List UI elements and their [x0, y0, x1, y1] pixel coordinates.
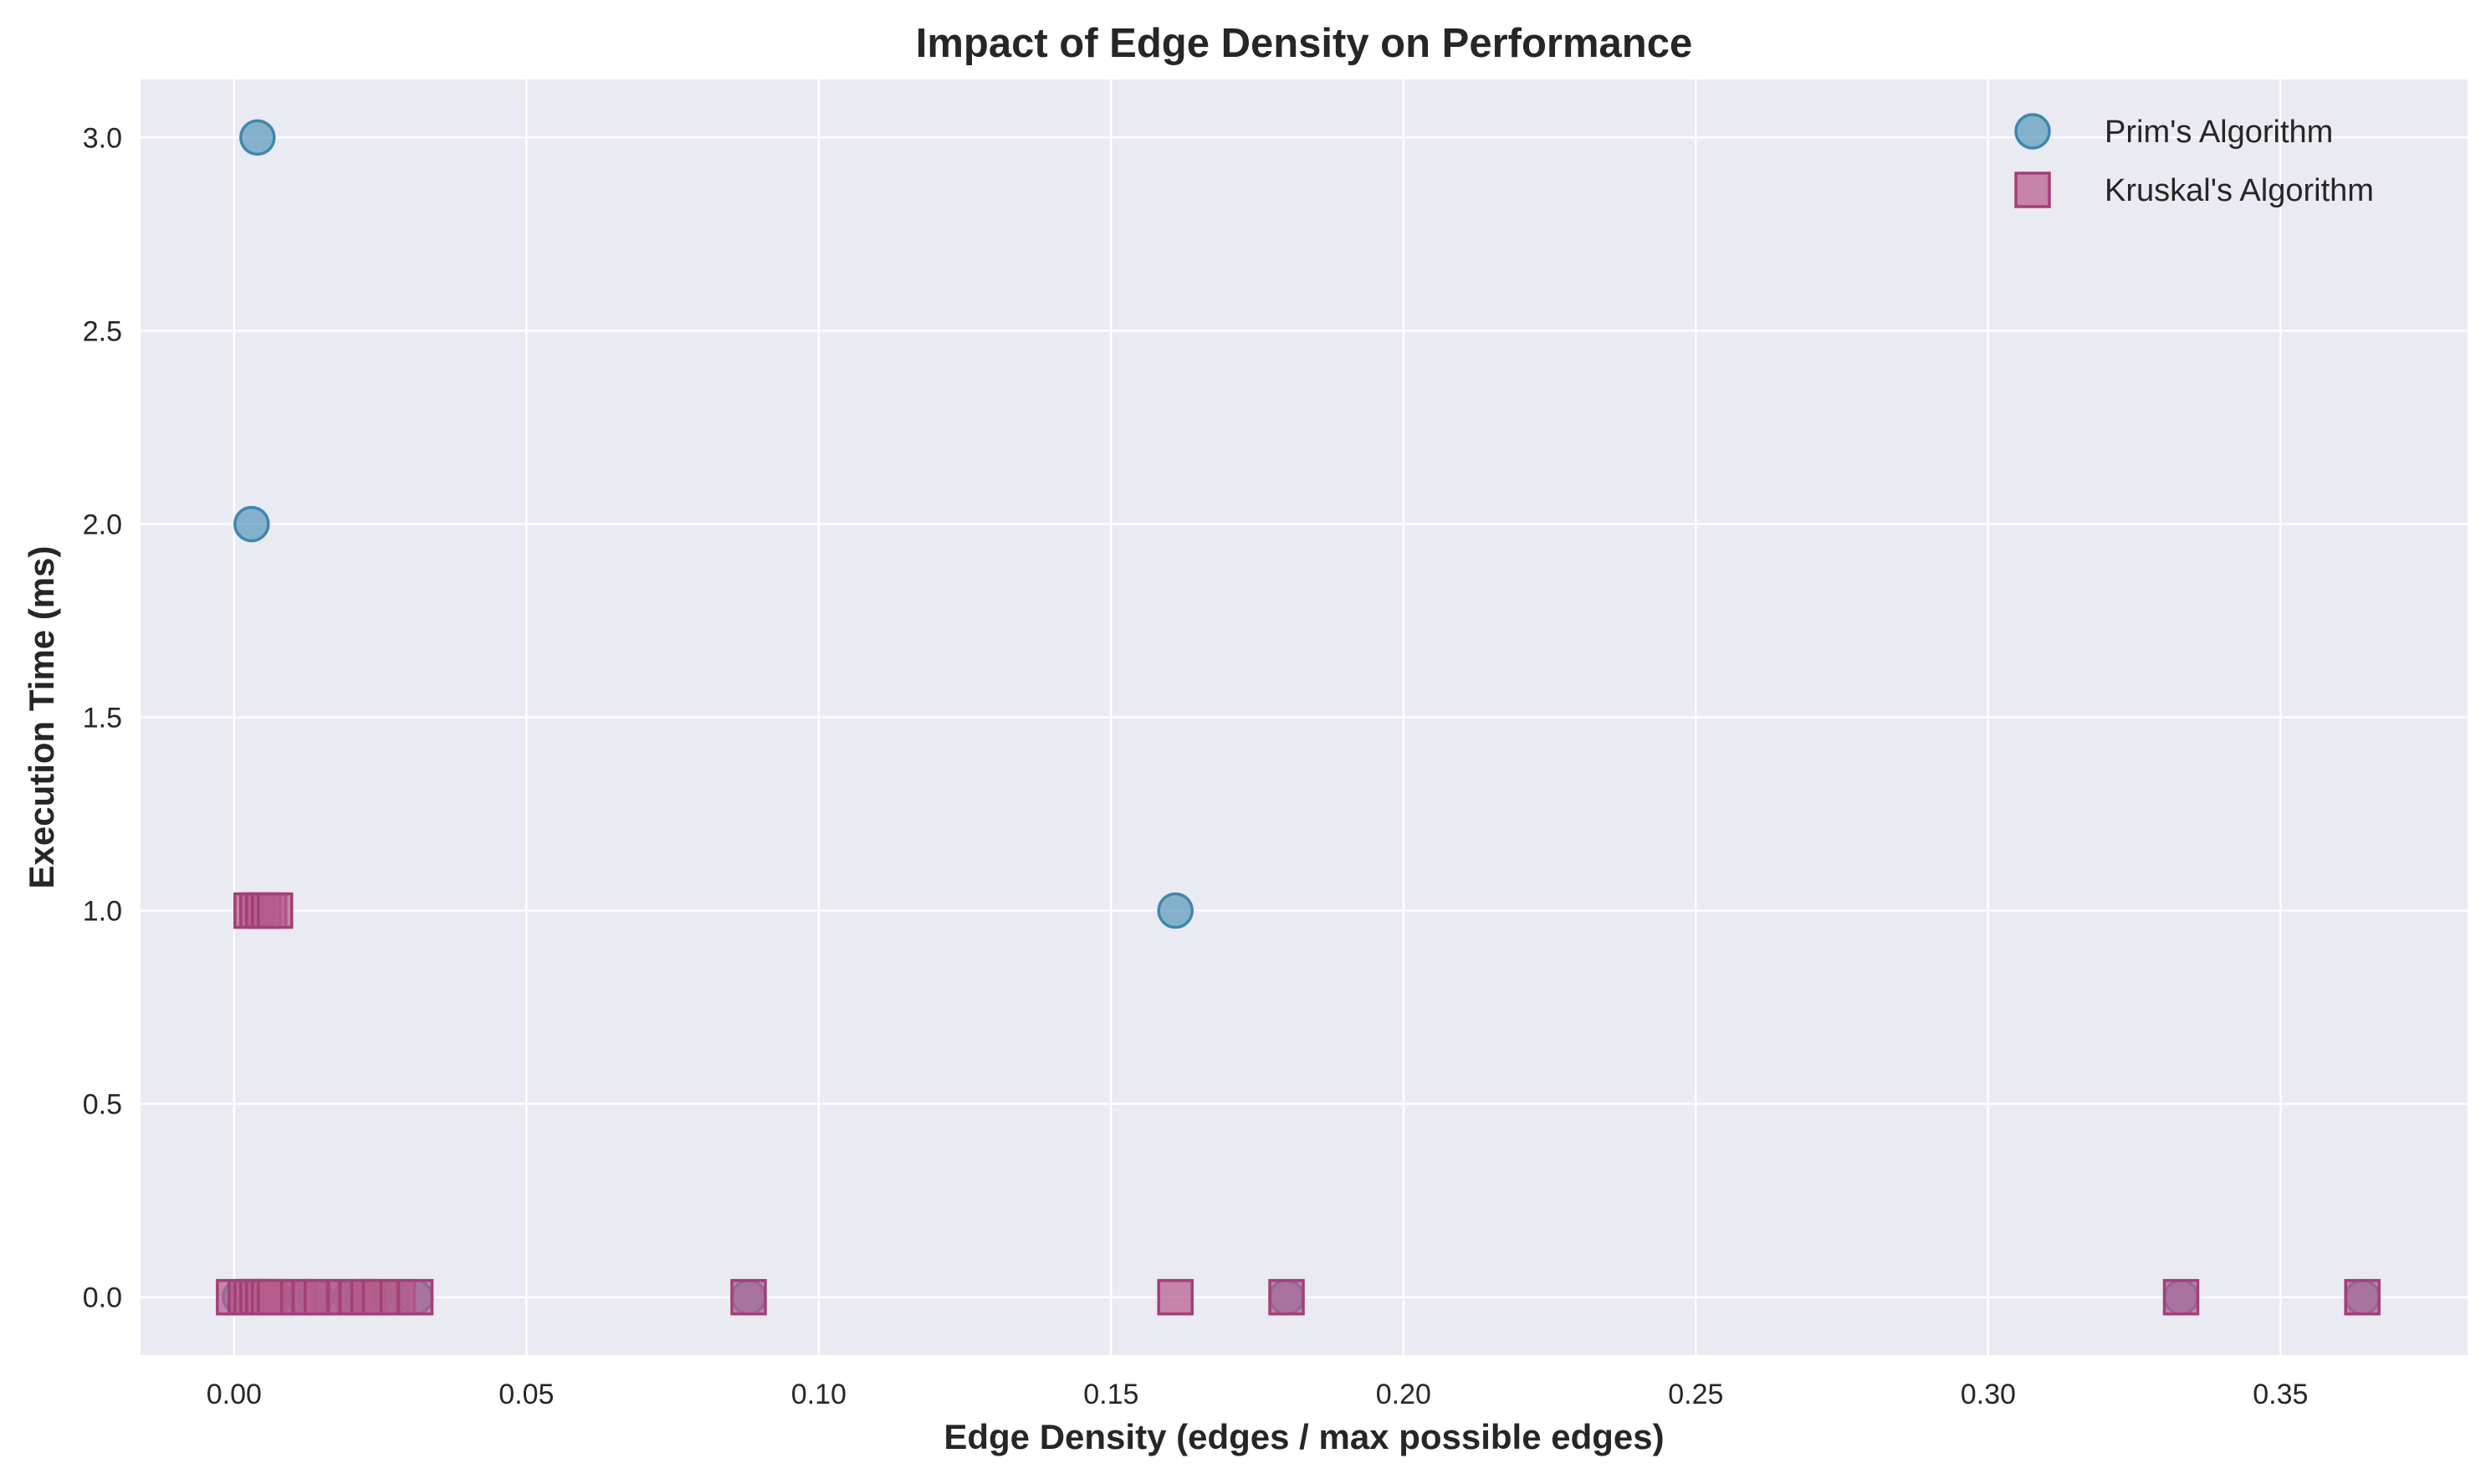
kruskal-point [396, 1278, 434, 1316]
y-tick-label: 0.5 [83, 1089, 122, 1121]
x-tick-label: 0.20 [1376, 1379, 1431, 1410]
legend-label: Prim's Algorithm [2105, 115, 2333, 150]
prim-point [233, 505, 270, 543]
prim-point [239, 119, 276, 156]
grid-lines [141, 79, 2468, 1355]
kruskal-point [257, 892, 294, 929]
kruskal-point [2162, 1278, 2200, 1316]
x-axis-label: Edge Density (edges / max possible edges… [944, 1417, 1664, 1456]
kruskals-series [216, 892, 2381, 1316]
legend: Prim's Algorithm Kruskal's Algorithm [2014, 113, 2374, 208]
legend-label: Kruskal's Algorithm [2105, 173, 2374, 208]
y-tick-label: 1.0 [83, 896, 122, 928]
x-tick-label: 0.30 [1961, 1379, 2016, 1410]
y-tick-label: 0.0 [83, 1282, 122, 1314]
x-tick-label: 0.25 [1668, 1379, 1723, 1410]
x-tick-label: 0.10 [791, 1379, 847, 1410]
y-tick-label: 2.5 [83, 315, 122, 347]
y-tick-label: 1.5 [83, 703, 122, 734]
y-tick-label: 3.0 [83, 122, 122, 154]
y-tick-label: 2.0 [83, 509, 122, 540]
chart-title: Impact of Edge Density on Performance [916, 21, 1693, 66]
kruskal-point [1268, 1278, 1305, 1316]
data-points [216, 119, 2381, 1316]
x-tick-label: 0.35 [2253, 1379, 2308, 1410]
kruskal-point [730, 1278, 767, 1316]
x-tick-label: 0.00 [207, 1379, 262, 1410]
x-tick-label: 0.15 [1083, 1379, 1138, 1410]
legend-circle-icon [2014, 113, 2051, 150]
kruskal-point [1157, 1278, 1194, 1316]
y-axis-label: Execution Time (ms) [22, 546, 61, 889]
x-tick-label: 0.05 [499, 1379, 554, 1410]
legend-square-icon [2014, 171, 2051, 208]
tick-labels: 0.00 0.05 0.10 0.15 0.20 0.25 0.30 0.35 0.0 0.5 1.… [83, 122, 2309, 1410]
prim-point [1157, 892, 1194, 929]
kruskal-point [2344, 1278, 2381, 1316]
